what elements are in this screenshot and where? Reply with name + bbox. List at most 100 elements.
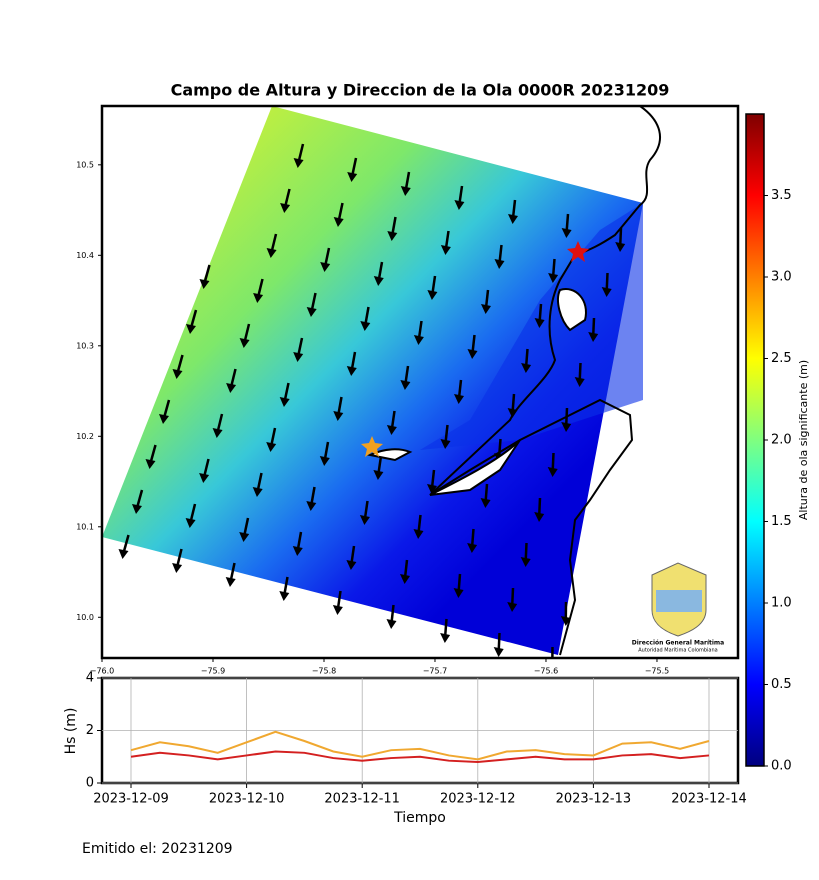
arrow-shaft — [417, 320, 423, 340]
arrow-shaft — [377, 261, 384, 281]
arrow-head — [360, 321, 371, 331]
arrow-head — [333, 411, 344, 421]
arrow-head — [386, 425, 397, 435]
arrow-shaft — [591, 317, 596, 337]
arrow-head — [453, 588, 464, 598]
colorbar-tick-label: 2.0 — [771, 433, 792, 448]
arrow-head — [279, 591, 290, 601]
arrow-shaft — [390, 410, 396, 430]
arrow-head — [359, 515, 370, 525]
arrow-head — [226, 383, 237, 393]
arrow-head — [266, 442, 277, 452]
arrow-shaft — [443, 618, 448, 638]
y-tick-label: 10.2 — [76, 432, 94, 441]
arrow-shaft — [390, 604, 395, 624]
arrow-shaft — [484, 289, 490, 309]
arrow-head — [561, 228, 572, 238]
x-tick-label: 2023-12-11 — [324, 792, 400, 807]
arrow-head — [534, 318, 545, 328]
y-axis-label: Hs (m) — [63, 708, 79, 755]
arrow-shaft — [135, 489, 144, 509]
arrow-head — [400, 186, 411, 196]
arrow-shaft — [270, 233, 278, 253]
colorbar — [745, 113, 765, 767]
arrow-head — [280, 203, 291, 213]
arrow-shaft — [404, 365, 410, 385]
x-tick-label: 2023-12-13 — [556, 792, 632, 807]
colorbar-tick-label: 0.5 — [771, 677, 792, 692]
arrow-head — [347, 172, 358, 182]
x-tick-label: −75.9 — [201, 667, 226, 676]
arrow-shaft — [323, 441, 330, 461]
series-line — [130, 750, 710, 764]
arrow-shaft — [364, 306, 370, 326]
colorbar-tick-label: 2.5 — [771, 351, 792, 366]
y-tick-label: 10.5 — [76, 160, 94, 169]
arrow-shaft — [242, 517, 250, 537]
arrow-shaft — [175, 548, 183, 568]
arrow-shaft — [323, 247, 331, 267]
arrow-shaft — [283, 576, 289, 596]
y-tick-label: 0 — [86, 776, 94, 791]
arrow-head — [306, 307, 317, 317]
arrow-shaft — [162, 399, 171, 419]
y-tick-label: 10.4 — [76, 251, 94, 260]
arrow-head — [252, 487, 263, 497]
arrow-head — [454, 200, 465, 210]
arrow-head — [373, 276, 384, 286]
arrow-shaft — [350, 157, 358, 177]
map-area: Dirección General Marítima Autoridad Mar… — [102, 106, 724, 658]
arrow-head — [467, 543, 478, 553]
arrow-head — [400, 380, 411, 390]
colorbar-tick-label: 1.5 — [771, 514, 792, 529]
arrow-shaft — [605, 272, 609, 292]
y-tick-label: 10.1 — [76, 522, 94, 531]
arrow-shaft — [189, 503, 197, 523]
arrow-head — [320, 262, 331, 272]
colorbar-tick-label: 3.5 — [771, 188, 792, 203]
arrow-shaft — [297, 143, 305, 163]
arrow-shaft — [122, 534, 130, 554]
arrow-shaft — [618, 227, 623, 247]
arrow-head — [427, 290, 438, 300]
arrow-shaft — [404, 171, 411, 191]
arrow-shaft — [310, 486, 316, 506]
arrow-head — [118, 549, 129, 559]
logo: Dirección General Marítima Autoridad Mar… — [632, 562, 724, 654]
arrow-shaft — [578, 362, 582, 382]
field-shade — [420, 203, 643, 450]
colorbar-label: Altura de ola significante (m) — [797, 360, 810, 520]
arrow-shaft — [538, 303, 543, 323]
map-title: Campo de Altura y Direccion de la Ola 00… — [171, 81, 670, 100]
x-tick-label: 2023-12-12 — [440, 792, 516, 807]
y-tick-label: 10.0 — [76, 613, 94, 622]
arrow-head — [199, 473, 210, 483]
arrow-head — [508, 214, 518, 224]
wave-field — [102, 106, 643, 655]
arrow-head — [561, 422, 572, 432]
x-tick-label: 2023-12-09 — [93, 792, 169, 807]
arrow-shaft — [403, 559, 409, 579]
arrow-shaft — [484, 483, 489, 503]
arrow-shaft — [256, 472, 263, 492]
arrow-shaft — [310, 292, 317, 312]
arrow-head — [494, 259, 505, 269]
arrow-head — [172, 563, 183, 573]
arrow-head — [346, 560, 357, 570]
arrow-shaft — [296, 337, 304, 357]
arrow-head — [333, 217, 344, 227]
arrow-head — [186, 324, 196, 334]
arrow-head — [145, 459, 156, 469]
arrow-shaft — [511, 393, 516, 413]
arrow-shaft — [551, 452, 555, 472]
arrow-shaft — [337, 396, 343, 416]
arrow-head — [440, 245, 451, 255]
arrow-head — [615, 242, 626, 252]
x-axis-label: Tiempo — [393, 810, 446, 826]
arrow-shaft — [269, 427, 277, 447]
arrow-head — [520, 557, 531, 567]
arrow-head — [239, 532, 250, 542]
arrow-head — [507, 602, 518, 612]
arrow-shaft — [444, 424, 449, 444]
